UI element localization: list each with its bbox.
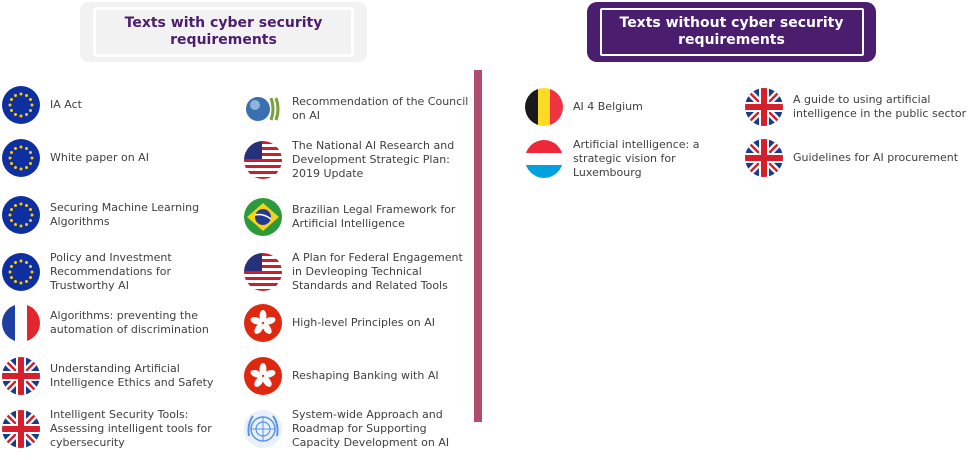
usa-flag-icon <box>244 253 282 291</box>
item-label: A guide to using artificial intelligence… <box>793 93 967 120</box>
list-item: Reshaping Banking with AI <box>244 357 469 395</box>
header-without-cyber-title: Texts without cyber security requirement… <box>599 8 864 56</box>
uk-flag-icon <box>2 357 40 395</box>
item-label: AI 4 Belgium <box>573 100 643 113</box>
item-label: Algorithms: preventing the automation of… <box>50 309 209 336</box>
usa-flag-icon <box>244 141 282 179</box>
item-label: Reshaping Banking with AI <box>292 369 439 382</box>
item-label: Securing Machine Learning Algorithms <box>50 201 200 228</box>
header-without-cyber: Texts without cyber security requirement… <box>587 2 876 62</box>
list-item: Understanding Artificial Intelligence Et… <box>2 357 222 395</box>
list-item: A Plan for Federal Engagement in Devleop… <box>244 251 469 293</box>
list-item: Recommendation of the Council on AI <box>244 90 469 128</box>
eu-flag-icon <box>2 253 40 291</box>
list-item: AI 4 Belgium <box>525 88 725 126</box>
uk-flag-icon <box>745 139 783 177</box>
france-flag-icon <box>2 304 40 342</box>
eu-flag-icon <box>2 196 40 234</box>
header-with-cyber: Texts with cyber security requirements <box>80 2 367 62</box>
oecd-logo-icon <box>244 90 282 128</box>
item-label: IA Act <box>50 98 82 111</box>
item-label: The National AI Research and Development… <box>292 139 455 180</box>
item-label: Artificial intelligence: a strategic vis… <box>573 138 700 179</box>
item-label: Brazilian Legal Framework for Artificial… <box>292 203 456 230</box>
list-item: Algorithms: preventing the automation of… <box>2 304 222 342</box>
item-label: System-wide Approach and Roadmap for Sup… <box>292 408 450 449</box>
list-item: A guide to using artificial intelligence… <box>745 88 969 126</box>
list-item: High-level Principles on AI <box>244 304 469 342</box>
item-label: Intelligent Security Tools: Assessing in… <box>50 408 212 449</box>
uk-flag-icon <box>745 88 783 126</box>
belgium-flag-icon <box>525 88 563 126</box>
list-item: IA Act <box>2 86 222 124</box>
eu-flag-icon <box>2 86 40 124</box>
list-item: Intelligent Security Tools: Assessing in… <box>2 408 222 450</box>
luxembourg-flag-icon <box>525 140 563 178</box>
column-divider <box>474 70 482 422</box>
item-label: Understanding Artificial Intelligence Et… <box>50 362 214 389</box>
hong-kong-flag-icon <box>244 304 282 342</box>
item-label: A Plan for Federal Engagement in Devleop… <box>292 251 463 292</box>
list-item: Policy and Investment Recommendations fo… <box>2 251 222 293</box>
list-item: System-wide Approach and Roadmap for Sup… <box>244 408 469 450</box>
hong-kong-flag-icon <box>244 357 282 395</box>
item-label: Recommendation of the Council on AI <box>292 95 469 122</box>
header-with-cyber-title: Texts with cyber security requirements <box>93 7 354 57</box>
list-item: The National AI Research and Development… <box>244 139 469 181</box>
list-item: Securing Machine Learning Algorithms <box>2 196 222 234</box>
list-item: White paper on AI <box>2 139 222 177</box>
list-item: Brazilian Legal Framework for Artificial… <box>244 198 469 236</box>
list-item: Artificial intelligence: a strategic vis… <box>525 138 725 180</box>
item-label: Policy and Investment Recommendations fo… <box>50 251 172 292</box>
un-emblem-icon <box>244 410 282 448</box>
uk-flag-icon <box>2 410 40 448</box>
item-label: White paper on AI <box>50 151 149 164</box>
brazil-flag-icon <box>244 198 282 236</box>
eu-flag-icon <box>2 139 40 177</box>
item-label: Guidelines for AI procurement <box>793 151 959 164</box>
item-label: High-level Principles on AI <box>292 316 435 329</box>
list-item: Guidelines for AI procurement <box>745 139 969 177</box>
